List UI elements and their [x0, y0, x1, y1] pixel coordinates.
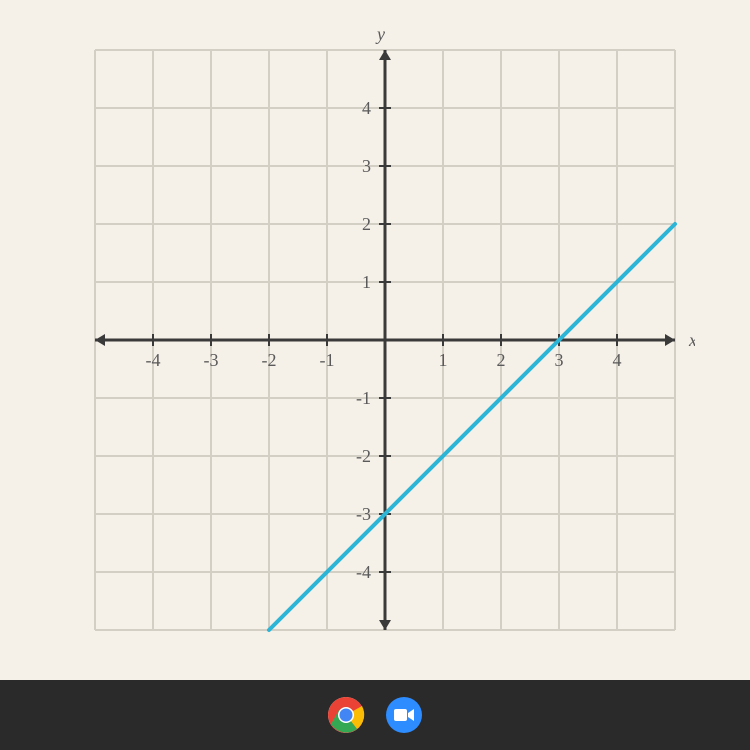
svg-text:-4: -4 — [356, 562, 371, 582]
coordinate-chart: -4 -3 -2 -1 1 2 3 4 -4 -3 -2 -1 1 2 3 4 x y — [75, 30, 695, 650]
svg-text:-1: -1 — [356, 388, 371, 408]
chrome-icon[interactable] — [327, 696, 365, 734]
chart-paper: -4 -3 -2 -1 1 2 3 4 -4 -3 -2 -1 1 2 3 4 x y — [0, 0, 750, 680]
zoom-icon[interactable] — [385, 696, 423, 734]
svg-text:4: 4 — [613, 350, 622, 370]
svg-text:4: 4 — [362, 98, 371, 118]
svg-text:-4: -4 — [146, 350, 161, 370]
svg-text:-1: -1 — [320, 350, 335, 370]
svg-text:x: x — [688, 330, 695, 350]
svg-text:2: 2 — [362, 214, 371, 234]
svg-text:1: 1 — [362, 272, 371, 292]
svg-text:-3: -3 — [356, 504, 371, 524]
svg-text:-3: -3 — [204, 350, 219, 370]
svg-text:1: 1 — [439, 350, 448, 370]
svg-text:-2: -2 — [356, 446, 371, 466]
svg-text:3: 3 — [555, 350, 564, 370]
svg-text:-2: -2 — [262, 350, 277, 370]
svg-text:y: y — [375, 30, 385, 44]
taskbar — [0, 680, 750, 750]
svg-text:3: 3 — [362, 156, 371, 176]
svg-text:2: 2 — [497, 350, 506, 370]
